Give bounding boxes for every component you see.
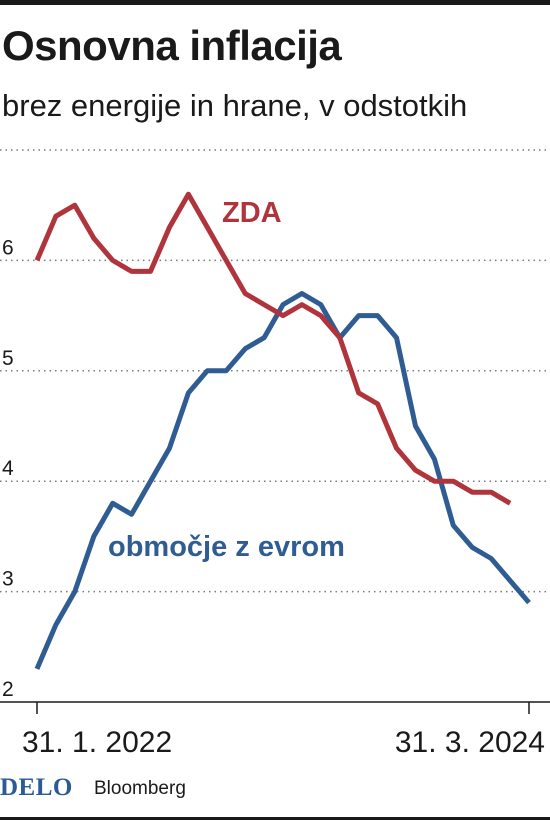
line-chart: 2 3 4 5 6 31. 1. 2022 31. 3. 2024 ZDA območje z … [0, 149, 550, 759]
brand-logo: DELO [0, 774, 73, 801]
y-tick-label-5: 5 [2, 347, 14, 370]
x-tick-label-0: 31. 1. 2022 [22, 726, 172, 759]
chart-title: Osnovna inflacija [2, 22, 342, 69]
series-label-zda: ZDA [222, 197, 282, 229]
source-label: Bloomberg [94, 778, 186, 799]
y-tick-label-3: 3 [2, 568, 14, 591]
y-tick-label-4: 4 [2, 457, 14, 480]
y-tick-label-2: 2 [2, 678, 14, 701]
series-label-obmocje-z-evrom: območje z evrom [108, 531, 345, 563]
x-tick-label-1: 31. 3. 2024 [395, 726, 545, 759]
chart-subtitle: brez energije in hrane, v odstotkih [2, 88, 468, 123]
series-line-zda [34, 191, 512, 506]
top-rule [0, 0, 550, 5]
bottom-rule [0, 817, 550, 820]
y-tick-label-6: 6 [2, 236, 14, 259]
series-line-obmocje-z-evrom [34, 291, 531, 670]
